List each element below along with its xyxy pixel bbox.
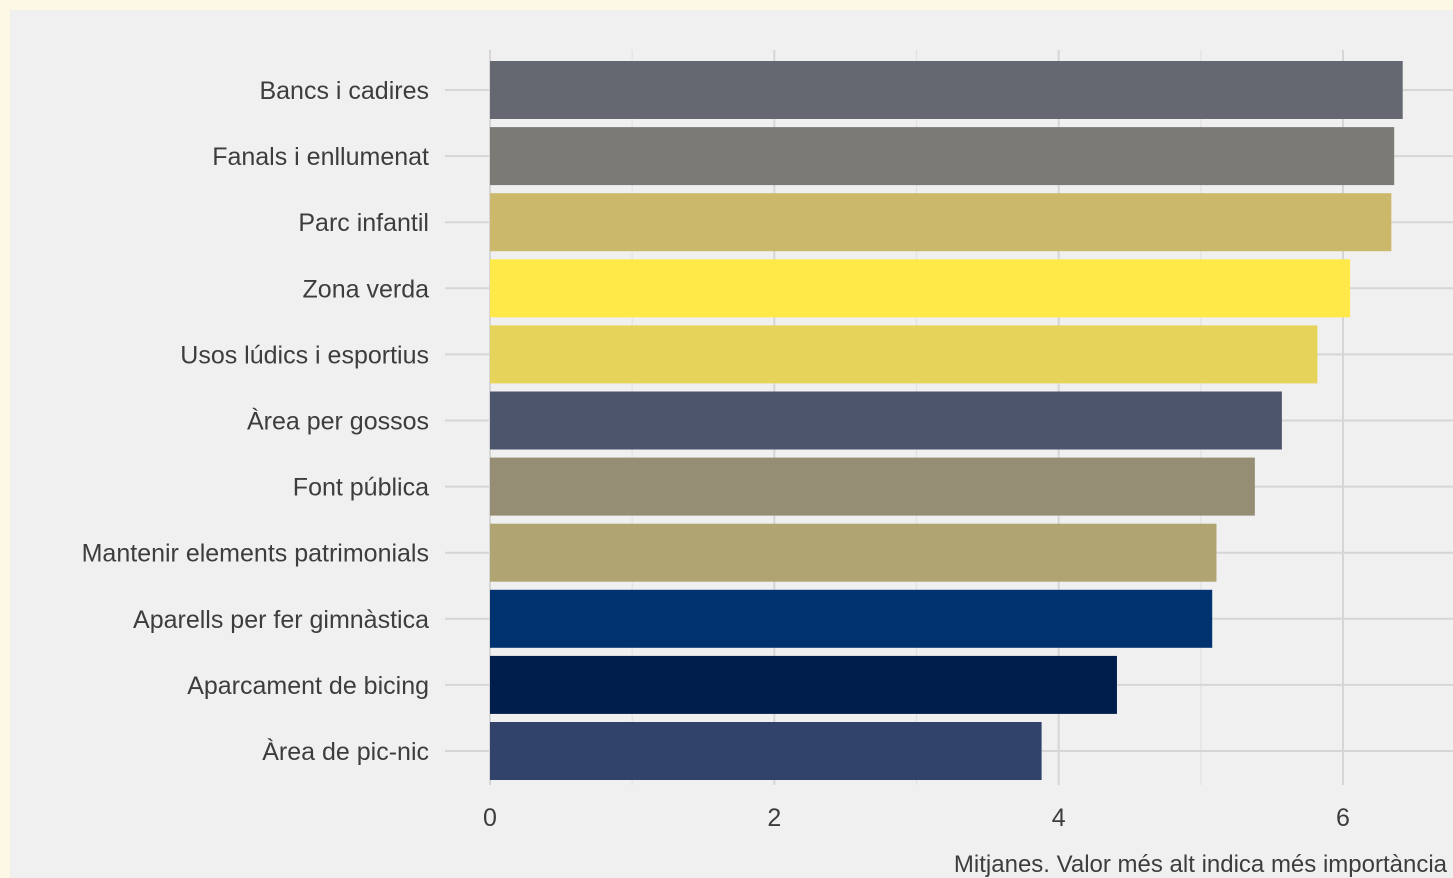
bar xyxy=(490,391,1282,450)
bar xyxy=(490,61,1403,119)
category-label: Bancs i cadires xyxy=(259,77,429,105)
x-tick-labels: 0 2 4 6 xyxy=(483,804,1350,832)
category-label: Zona verda xyxy=(303,275,430,303)
x-tick-label: 2 xyxy=(767,804,781,832)
x-axis-label: Mitjanes. Valor més alt indica més impor… xyxy=(954,851,1448,878)
bar xyxy=(490,523,1217,582)
x-tick-label: 4 xyxy=(1052,804,1066,832)
bars xyxy=(490,61,1403,780)
category-label: Aparells per fer gimnàstica xyxy=(133,606,429,634)
category-label: Font pública xyxy=(293,474,429,502)
category-label: Parc infantil xyxy=(298,209,429,237)
bar xyxy=(490,457,1255,516)
bar xyxy=(490,127,1395,186)
bar xyxy=(490,722,1042,780)
bar xyxy=(490,655,1117,714)
category-label: Àrea per gossos xyxy=(247,407,429,436)
category-label: Fanals i enllumenat xyxy=(212,143,429,171)
bar xyxy=(490,325,1318,384)
category-label: Mantenir elements patrimonials xyxy=(82,540,429,568)
category-label: Àrea de pic-nic xyxy=(262,737,429,766)
bar xyxy=(490,589,1213,648)
x-tick-label: 0 xyxy=(483,804,497,832)
bar xyxy=(490,259,1351,318)
bar xyxy=(490,193,1392,252)
category-label: Usos lúdics i esportius xyxy=(180,341,429,369)
x-tick-label: 6 xyxy=(1336,804,1350,832)
category-labels: Bancs i cadires Fanals i enllumenat Parc i… xyxy=(82,77,429,766)
category-label: Aparcament de bicing xyxy=(187,672,429,700)
